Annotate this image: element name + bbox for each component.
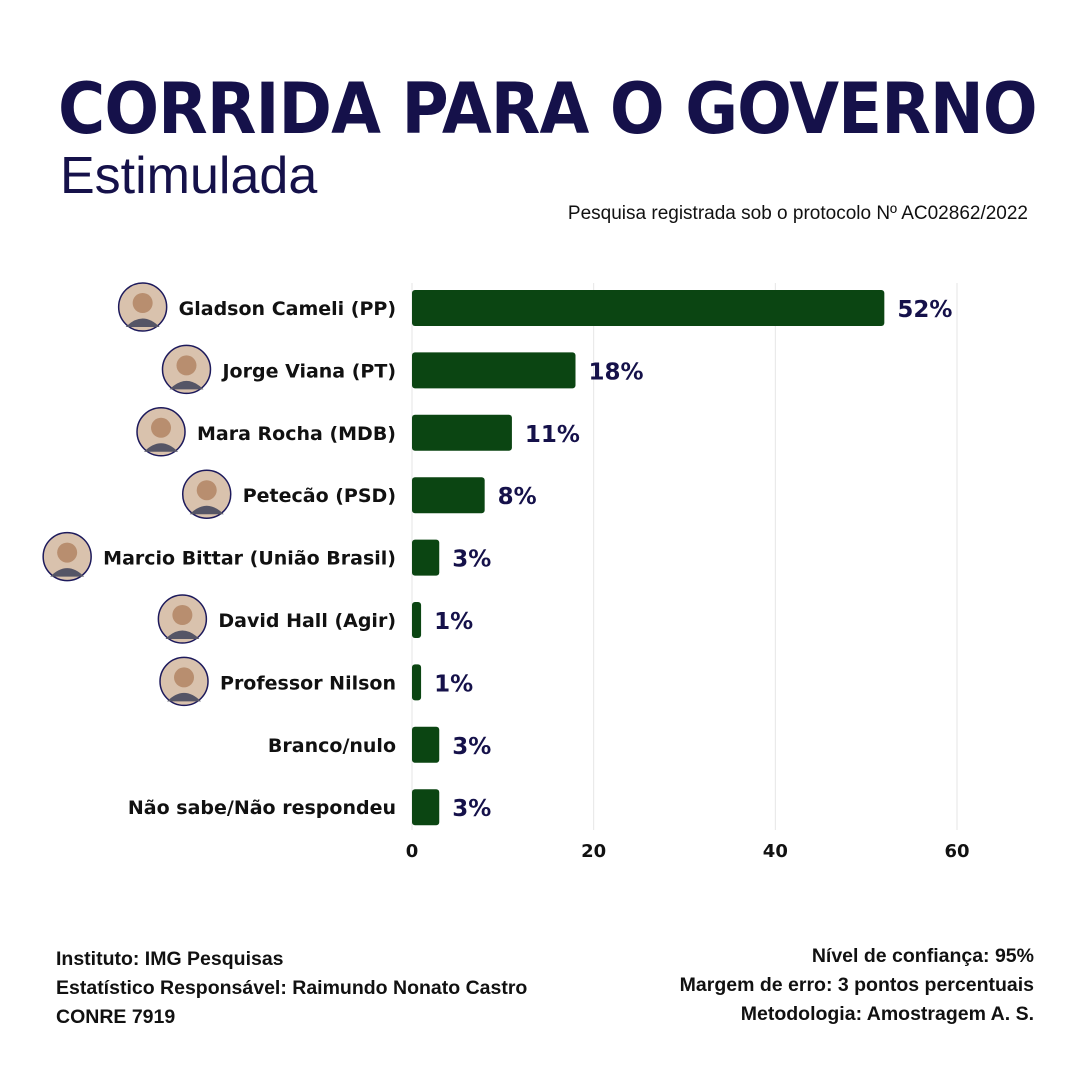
category-label: Petecão (PSD) [243, 485, 396, 507]
footer-statistician: Estatístico Responsável: Raimundo Nonato… [56, 977, 528, 999]
footer-institute: Instituto: IMG Pesquisas [56, 948, 284, 970]
category-label: David Hall (Agir) [218, 610, 396, 632]
bar [412, 789, 440, 826]
bar [412, 602, 422, 638]
avatar-face-icon [151, 417, 172, 438]
footer-margin: Margem de erro: 3 pontos percentuais [679, 974, 1034, 996]
avatar-face-icon [196, 480, 217, 501]
category-label: Não sabe/Não respondeu [128, 797, 396, 819]
category-label: Branco/nulo [268, 735, 396, 757]
bar [412, 539, 440, 576]
footer-right: Nível de confiança: 95% Margem de erro: … [680, 942, 1034, 1029]
avatar-shoulders-icon [167, 692, 202, 702]
footer-left: Instituto: IMG Pesquisas Estatístico Res… [56, 945, 527, 1032]
footer-confidence: Nível de confiança: 95% [811, 945, 1034, 967]
page-title: CORRIDA PARA O GOVERNO [58, 68, 1038, 150]
footer-conre: CONRE 7919 [56, 1006, 176, 1028]
protocol-note: Pesquisa registrada sob o protocolo Nº A… [567, 203, 1028, 224]
avatar-shoulders-icon [50, 568, 85, 577]
value-label: 3% [452, 796, 491, 822]
bar [412, 664, 422, 701]
avatar-face-icon [174, 667, 195, 688]
bar [412, 726, 440, 763]
avatar-shoulders-icon [189, 505, 224, 515]
avatar-shoulders-icon [144, 443, 179, 452]
value-label: 11% [525, 422, 580, 448]
bar [412, 290, 885, 326]
category-label: Marcio Bittar (União Brasil) [103, 548, 396, 570]
avatar-face-icon [132, 293, 153, 313]
x-tick-label: 0 [406, 841, 419, 862]
value-label: 3% [452, 547, 491, 573]
value-label: 8% [498, 484, 537, 510]
x-tick-label: 20 [581, 841, 606, 862]
category-label: Mara Rocha (MDB) [197, 423, 396, 445]
avatar-shoulders-icon [125, 318, 160, 327]
x-tick-label: 60 [944, 841, 969, 862]
avatar-shoulders-icon [165, 630, 200, 639]
value-label: 18% [589, 359, 644, 385]
avatar-face-icon [57, 542, 78, 563]
avatar-face-icon [172, 605, 193, 625]
category-label: Gladson Cameli (PP) [179, 298, 396, 320]
value-label: 52% [897, 297, 952, 323]
page-subtitle: Estimulada [60, 147, 318, 205]
footer-methodology: Metodologia: Amostragem A. S. [740, 1003, 1034, 1025]
avatar-shoulders-icon [169, 380, 204, 390]
category-label: Jorge Viana (PT) [220, 360, 396, 382]
bar [412, 477, 485, 514]
avatar-face-icon [176, 355, 197, 376]
category-label: Professor Nilson [220, 672, 396, 694]
bar [412, 414, 512, 451]
value-label: 3% [452, 734, 491, 760]
value-label: 1% [434, 671, 473, 697]
x-tick-label: 40 [763, 841, 788, 862]
bar [412, 352, 576, 389]
value-label: 1% [434, 609, 473, 635]
